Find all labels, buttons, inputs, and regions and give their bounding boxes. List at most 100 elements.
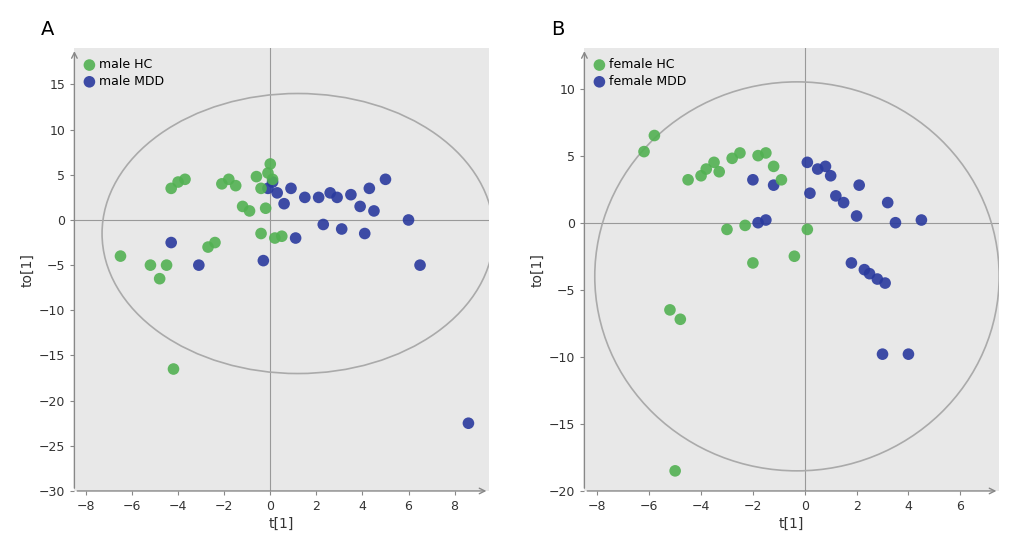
female MDD: [900, 350, 916, 359]
female MDD: [757, 216, 773, 225]
female MDD: [816, 162, 833, 171]
female MDD: [878, 198, 895, 207]
female MDD: [855, 266, 871, 274]
Y-axis label: to[1]: to[1]: [20, 253, 35, 286]
male MDD: [276, 199, 292, 208]
male MDD: [255, 256, 271, 265]
female HC: [744, 258, 760, 267]
male MDD: [412, 261, 428, 269]
male HC: [234, 202, 251, 211]
female HC: [764, 162, 781, 171]
female MDD: [821, 171, 838, 180]
male HC: [207, 238, 223, 247]
male MDD: [287, 233, 304, 242]
female HC: [749, 151, 765, 160]
male MDD: [361, 184, 377, 193]
male HC: [163, 184, 179, 193]
male HC: [253, 184, 269, 193]
female HC: [710, 167, 727, 176]
Text: A: A: [41, 20, 55, 40]
female HC: [635, 147, 651, 156]
female MDD: [826, 192, 843, 200]
Legend: female HC, female MDD: female HC, female MDD: [590, 55, 690, 92]
male HC: [165, 365, 181, 374]
male HC: [170, 178, 186, 187]
Legend: male HC, male MDD: male HC, male MDD: [81, 55, 168, 92]
X-axis label: t[1]: t[1]: [269, 517, 294, 531]
male MDD: [366, 206, 382, 215]
male MDD: [322, 188, 338, 197]
male HC: [264, 175, 280, 184]
female MDD: [850, 181, 866, 189]
male MDD: [282, 184, 299, 193]
male HC: [273, 232, 289, 241]
male MDD: [260, 184, 276, 193]
female MDD: [868, 275, 884, 284]
female MDD: [749, 218, 765, 227]
male HC: [142, 261, 158, 269]
male MDD: [269, 188, 285, 197]
male MDD: [328, 193, 344, 202]
female MDD: [887, 218, 903, 227]
male HC: [220, 175, 236, 184]
male HC: [262, 160, 278, 168]
female MDD: [843, 258, 859, 267]
female HC: [666, 466, 683, 475]
female HC: [757, 148, 773, 157]
male HC: [158, 261, 174, 269]
male MDD: [310, 193, 326, 202]
female HC: [786, 252, 802, 261]
female MDD: [801, 189, 817, 198]
female HC: [646, 131, 662, 140]
male HC: [214, 179, 230, 188]
female MDD: [876, 279, 893, 288]
male HC: [112, 252, 128, 261]
Y-axis label: to[1]: to[1]: [530, 253, 544, 286]
male MDD: [352, 202, 368, 211]
female MDD: [744, 176, 760, 184]
male HC: [248, 172, 264, 181]
X-axis label: t[1]: t[1]: [779, 517, 804, 531]
female HC: [705, 158, 721, 167]
female HC: [672, 315, 688, 323]
female MDD: [809, 164, 825, 173]
female HC: [799, 225, 815, 234]
female HC: [772, 176, 789, 184]
male MDD: [163, 238, 179, 247]
female MDD: [835, 198, 851, 207]
male MDD: [400, 215, 417, 224]
male MDD: [297, 193, 313, 202]
female MDD: [848, 211, 864, 220]
male MDD: [460, 419, 476, 428]
male HC: [260, 168, 276, 177]
female MDD: [912, 216, 928, 225]
male MDD: [315, 220, 331, 229]
female MDD: [764, 181, 781, 189]
female HC: [731, 148, 747, 157]
male MDD: [333, 225, 350, 233]
female HC: [723, 154, 740, 163]
male HC: [152, 274, 168, 283]
male HC: [200, 243, 216, 252]
male MDD: [264, 178, 280, 187]
female MDD: [799, 158, 815, 167]
male HC: [242, 206, 258, 215]
female HC: [697, 164, 713, 173]
male HC: [227, 181, 244, 190]
male HC: [266, 233, 282, 242]
male MDD: [357, 229, 373, 238]
male MDD: [191, 261, 207, 269]
male MDD: [342, 190, 359, 199]
female MDD: [861, 269, 877, 278]
male HC: [176, 175, 193, 184]
male HC: [253, 229, 269, 238]
female HC: [680, 176, 696, 184]
female MDD: [873, 350, 890, 359]
Text: B: B: [550, 20, 565, 40]
female HC: [718, 225, 735, 234]
female HC: [737, 221, 753, 230]
female HC: [661, 305, 678, 314]
male MDD: [377, 175, 393, 184]
female HC: [692, 171, 708, 180]
male HC: [257, 204, 273, 213]
